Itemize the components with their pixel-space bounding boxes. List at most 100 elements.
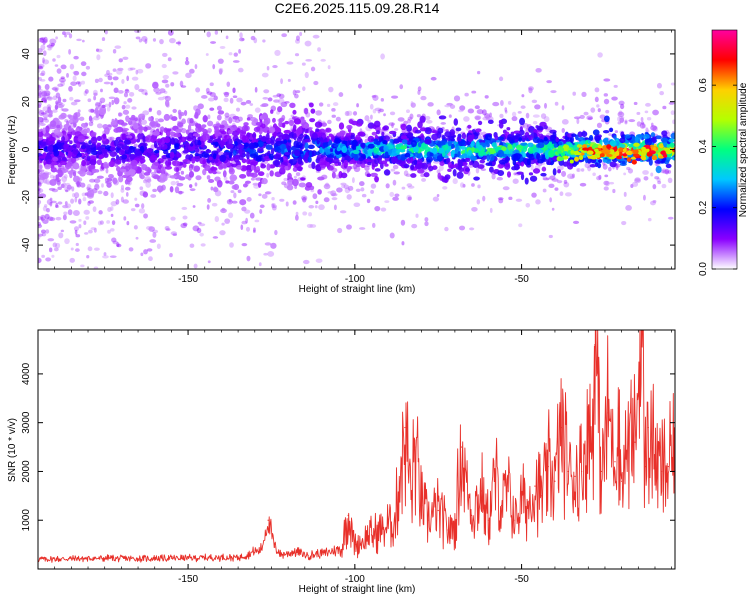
heatmap-cell — [143, 179, 148, 184]
heatmap-cell — [268, 126, 276, 134]
heatmap-cell — [440, 122, 447, 125]
heatmap-cell — [641, 146, 646, 151]
heatmap-cell — [200, 243, 206, 247]
heatmap-cell — [140, 252, 144, 257]
heatmap-cell — [300, 177, 306, 181]
heatmap-cell — [528, 172, 534, 176]
heatmap-cell — [444, 174, 451, 180]
heatmap-cell — [168, 38, 176, 44]
heatmap-cell — [511, 111, 517, 117]
heatmap-cell — [484, 113, 490, 119]
snr-y-tick-label: 4000 — [21, 362, 32, 385]
snr-data-point — [561, 426, 563, 429]
heatmap-cell — [175, 41, 182, 45]
heatmap-cell — [135, 69, 139, 75]
heatmap-cell — [85, 65, 91, 70]
heatmap-cell — [134, 128, 138, 134]
heatmap-cell — [57, 170, 63, 178]
heatmap-cell — [392, 196, 399, 201]
heatmap-cell — [325, 157, 332, 162]
heatmap-cell — [394, 128, 399, 131]
heatmap-cell — [81, 192, 87, 197]
heatmap-cell — [439, 147, 445, 154]
heatmap-cell — [417, 168, 425, 174]
heatmap-cell — [535, 125, 539, 129]
heatmap-cell — [38, 216, 42, 221]
snr-data-point — [260, 548, 263, 551]
heatmap-cell — [611, 96, 618, 101]
heatmap-cell — [313, 80, 319, 86]
heatmap-cell — [128, 91, 135, 97]
heatmap-cell — [76, 181, 80, 187]
heatmap-cell — [391, 95, 399, 99]
heatmap-cell — [251, 133, 257, 138]
heatmap-cell — [64, 201, 68, 206]
heatmap-cell — [98, 77, 103, 83]
heatmap-cell — [216, 105, 222, 111]
heatmap-cell — [453, 118, 459, 126]
heatmap-cell — [49, 201, 53, 207]
heatmap-cell — [38, 104, 42, 108]
heatmap-cell — [68, 48, 72, 55]
heatmap-cell — [432, 196, 440, 202]
snr-data-point — [591, 451, 593, 453]
heatmap-cell — [403, 163, 410, 169]
heatmap-cell — [389, 138, 394, 143]
heatmap-cell — [480, 168, 487, 171]
heatmap-cell — [370, 183, 377, 189]
heatmap-cell — [83, 209, 90, 215]
heatmap-cell — [123, 145, 130, 151]
heatmap-cell — [38, 66, 44, 70]
heatmap-cell — [110, 201, 118, 207]
heatmap-cell — [71, 186, 75, 192]
heatmap-cell — [385, 183, 390, 189]
heatmap-cell — [109, 136, 115, 141]
snr-data-point — [204, 557, 206, 559]
snr-data-point — [347, 514, 349, 516]
heatmap-cell — [662, 154, 668, 158]
heatmap-cell — [124, 89, 130, 94]
heatmap-cell — [42, 57, 45, 64]
heatmap-cell — [570, 175, 575, 179]
heatmap-cell — [272, 206, 277, 211]
heatmap-cell — [383, 113, 386, 117]
heatmap-cell — [414, 163, 423, 170]
heatmap-cell — [86, 155, 91, 162]
heatmap-cell — [341, 184, 346, 189]
heatmap-cell — [117, 119, 125, 125]
heatmap-cell — [185, 72, 192, 79]
heatmap-cell — [346, 124, 353, 130]
heatmap-cell — [426, 156, 434, 163]
heatmap-cell — [225, 180, 230, 184]
heatmap-cell — [287, 172, 292, 180]
heatmap-cell — [319, 146, 323, 154]
heatmap-cell — [528, 87, 533, 94]
heatmap-cell — [269, 170, 274, 177]
heatmap-cell — [289, 158, 297, 166]
heatmap-cell — [38, 155, 47, 159]
heatmap-cell — [228, 52, 233, 56]
heatmap-cell — [241, 148, 246, 156]
heatmap-cell — [659, 143, 664, 149]
heatmap-cell — [328, 86, 334, 93]
heatmap-cell — [346, 110, 353, 116]
heatmap-cell — [326, 161, 330, 168]
heatmap-cell — [216, 148, 221, 153]
heatmap-cell — [265, 117, 271, 125]
heatmap-cell — [383, 169, 391, 176]
heatmap-cell — [268, 153, 274, 159]
heatmap-cell — [499, 113, 504, 119]
heatmap-cell — [295, 172, 301, 177]
heatmap-cell — [550, 90, 557, 94]
heatmap-cell — [380, 53, 385, 60]
heatmap-cell — [93, 178, 101, 184]
heatmap-cell — [207, 260, 211, 264]
heatmap-cell — [80, 61, 87, 67]
heatmap-cell — [581, 91, 587, 97]
heatmap-cell — [169, 186, 174, 193]
heatmap-cell — [218, 68, 223, 75]
heatmap-cell — [96, 123, 103, 129]
heatmap-cell — [631, 181, 639, 187]
heatmap-cell — [47, 47, 52, 51]
heatmap-cell — [194, 154, 201, 163]
